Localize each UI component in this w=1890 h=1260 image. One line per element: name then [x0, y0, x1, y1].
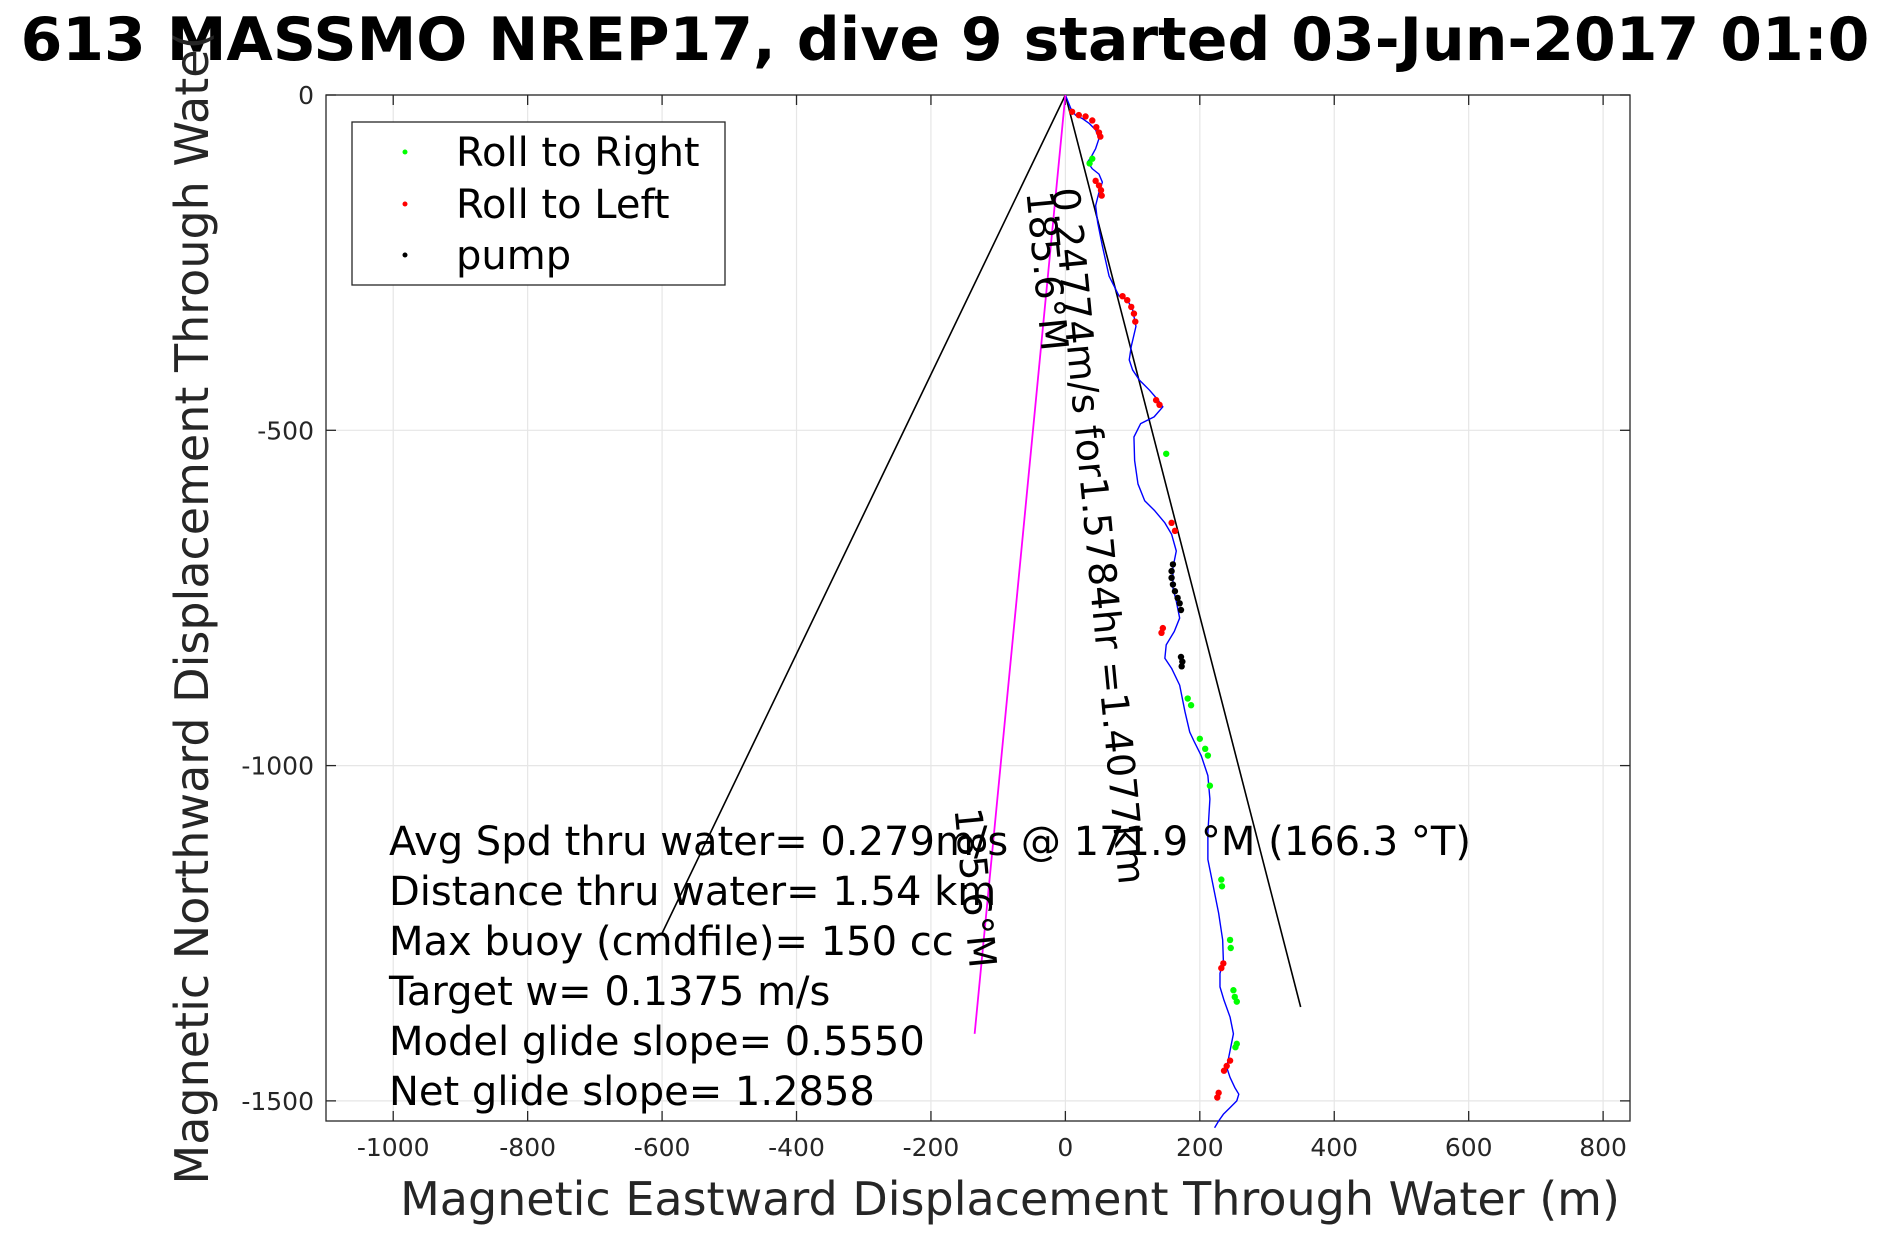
- legend: Roll to Right Roll to Left pump: [351, 121, 726, 286]
- legend-label-roll-left: Roll to Left: [456, 182, 670, 228]
- roll-left-point: [1124, 297, 1131, 304]
- legend-box: [351, 121, 726, 286]
- legend-label-roll-right: Roll to Right: [456, 130, 700, 176]
- roll-right-point: [1204, 752, 1212, 759]
- reference-line: [661, 94, 1067, 934]
- x-tick-label: 800: [1579, 1133, 1627, 1162]
- roll-left-point: [1128, 303, 1135, 311]
- legend-marker-roll-left: [402, 201, 408, 207]
- roll-left-point: [1171, 527, 1179, 535]
- roll-left-point: [1119, 292, 1126, 300]
- pump-point: [1176, 600, 1183, 607]
- pump-point: [1177, 606, 1185, 614]
- annotation-avg-speed: Avg Spd thru water= 0.279m/s @ 171.9 °M …: [389, 819, 1471, 865]
- roll-left-point: [1075, 111, 1083, 119]
- plot-frame: [325, 94, 1631, 1122]
- annotation-model-glide-slope: Model glide slope= 0.5550: [389, 1019, 925, 1065]
- reference-lines: [661, 94, 1302, 1008]
- chart-title: 613 MASSMO NREP17, dive 9 started 03-Jun…: [21, 5, 1870, 75]
- x-tick-label: -200: [903, 1133, 960, 1162]
- roll-left-point: [1158, 629, 1165, 637]
- y-axis-label: Magnetic Northward Displacement Through …: [165, 32, 219, 1185]
- roll-right-point: [1218, 883, 1226, 890]
- annotation-net-glide-slope: Net glide slope= 1.2858: [389, 1069, 875, 1115]
- roll-left-point: [1226, 1057, 1234, 1064]
- roll-left-point: [1130, 310, 1138, 317]
- pump-point: [1168, 574, 1175, 582]
- x-tick-label: 600: [1445, 1133, 1493, 1162]
- marker-points: [1068, 108, 1240, 1101]
- pump-point: [1171, 588, 1179, 595]
- roll-left-point: [1089, 117, 1096, 124]
- roll-left-point: [1097, 133, 1104, 140]
- annotation-distance: Distance thru water= 1.54 km: [389, 869, 996, 915]
- pump-point: [1169, 581, 1177, 588]
- roll-left-point: [1168, 519, 1175, 527]
- roll-right-point: [1086, 160, 1093, 167]
- y-tick-label: -1500: [241, 1087, 314, 1116]
- roll-right-point: [1089, 155, 1096, 162]
- roll-right-point: [1226, 936, 1234, 944]
- pump-point: [1174, 594, 1181, 602]
- roll-left-point: [1156, 401, 1163, 409]
- roll-left-point: [1093, 123, 1100, 131]
- roll-left-point: [1097, 187, 1105, 194]
- axis-ticks: -1000 -800 -600 -400 -200 0 200 400 600 800 0 -500 -…: [241, 81, 1630, 1162]
- x-tick-label: 0: [1057, 1133, 1073, 1162]
- x-tick-label: -1000: [357, 1133, 430, 1162]
- roll-left-point: [1214, 1094, 1221, 1101]
- legend-marker-pump: [402, 252, 408, 258]
- roll-left-point: [1220, 1067, 1228, 1074]
- roll-right-point: [1218, 876, 1225, 883]
- pump-point: [1178, 663, 1185, 670]
- roll-right-point: [1163, 450, 1170, 457]
- roll-left-point: [1218, 964, 1225, 972]
- x-axis-label: Magnetic Eastward Displacement Through W…: [400, 1172, 1620, 1226]
- x-tick-label: -600: [634, 1133, 691, 1162]
- roll-right-point: [1227, 944, 1234, 952]
- roll-right-point: [1233, 998, 1240, 1005]
- pump-point: [1179, 658, 1186, 665]
- y-tick-label: -500: [257, 416, 314, 445]
- roll-left-point: [1098, 192, 1105, 199]
- x-tick-label: -400: [768, 1133, 825, 1162]
- pump-point: [1168, 567, 1175, 575]
- roll-left-point: [1092, 177, 1099, 185]
- reference-line: [1064, 94, 1302, 1008]
- roll-left-point: [1132, 318, 1139, 325]
- roll-right-point: [1184, 695, 1191, 702]
- annotation-target-w: Target w= 0.1375 m/s: [388, 969, 830, 1015]
- roll-left-point: [1082, 113, 1089, 120]
- roll-left-point: [1068, 108, 1076, 115]
- roll-right-point: [1196, 735, 1204, 742]
- net-displacement-line: [973, 94, 1067, 1034]
- y-tick-label: 0: [298, 81, 314, 110]
- roll-right-point: [1206, 782, 1214, 789]
- stats-annotation: Avg Spd thru water= 0.279m/s @ 171.9 °M …: [388, 819, 1471, 1115]
- x-tick-label: 400: [1310, 1133, 1358, 1162]
- roll-left-point: [1152, 396, 1160, 404]
- roll-right-point: [1187, 702, 1195, 709]
- legend-marker-roll-right: [402, 149, 408, 155]
- roll-right-point: [1230, 987, 1237, 994]
- x-tick-label: 200: [1176, 1133, 1224, 1162]
- x-tick-label: -800: [499, 1133, 556, 1162]
- roll-right-point: [1232, 1044, 1239, 1051]
- legend-label-pump: pump: [456, 233, 571, 279]
- annotation-max-buoy: Max buoy (cmdfile)= 150 cc: [389, 919, 954, 965]
- y-tick-label: -1000: [241, 752, 314, 781]
- roll-right-point: [1201, 745, 1209, 753]
- roll-left-point: [1223, 1062, 1230, 1070]
- pump-point: [1169, 561, 1177, 568]
